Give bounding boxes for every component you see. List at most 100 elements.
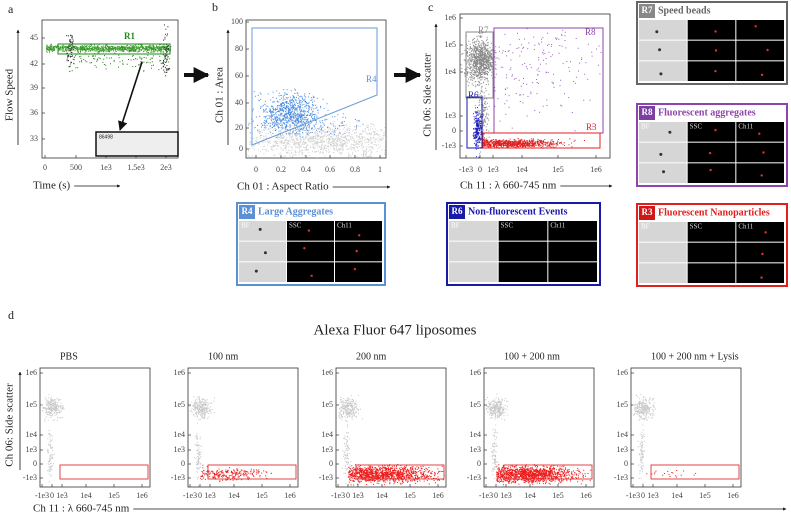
gate-r3 xyxy=(482,132,601,149)
particle xyxy=(714,49,718,52)
column-header: BF xyxy=(641,123,650,131)
fluor-image xyxy=(687,61,736,81)
x-tick-label: 1e5 xyxy=(404,491,416,500)
particle xyxy=(714,30,717,33)
x-tick-label: -1e3 xyxy=(183,491,197,500)
plot-frame xyxy=(335,367,447,488)
x-tick-label: 0 xyxy=(254,165,258,174)
x-tick-label: 1e6 xyxy=(432,491,444,500)
y-tick-label: 0 xyxy=(181,459,185,468)
fluor-image xyxy=(736,40,784,61)
dot-cloud xyxy=(646,470,697,478)
dot-cloud xyxy=(66,34,75,72)
gallery-title: Fluorescent aggregates xyxy=(658,107,756,118)
bf-image xyxy=(239,262,286,282)
y-tick-label: 1e3 xyxy=(469,445,481,454)
dot-cloud xyxy=(472,107,484,158)
fluor-image xyxy=(287,262,334,282)
particle xyxy=(307,229,311,232)
fluor-image xyxy=(736,263,784,283)
dot-cloud xyxy=(490,424,499,480)
sample-title: PBS xyxy=(60,351,78,362)
x-tick-label: 1e6 xyxy=(136,491,148,500)
x-axis-label: Ch 11 : λ 660-745 nm xyxy=(460,180,557,192)
gallery-gate: R8 xyxy=(642,107,653,117)
fluor-image xyxy=(687,122,736,142)
y-tick-label: 1e4 xyxy=(173,430,185,439)
dot-cloud xyxy=(341,420,352,484)
gate-chip xyxy=(639,206,655,220)
y-tick-label: 0 xyxy=(624,459,628,468)
bf-image xyxy=(639,122,687,142)
y-tick-label: 0 xyxy=(452,126,456,135)
dot-cloud xyxy=(348,464,445,486)
x-tick-label: 1e5 xyxy=(552,165,564,174)
fluor-image xyxy=(335,221,382,241)
y-tick-label: 0 xyxy=(239,144,243,153)
gallery-title: Non-fluorescent Events xyxy=(468,206,568,217)
x-tick-label: 0.8 xyxy=(350,165,360,174)
y-tick-label: 0 xyxy=(477,459,481,468)
gate-r3 xyxy=(650,464,740,480)
y-tick-label: 1e5 xyxy=(469,400,481,409)
x-tick-label: 1e4 xyxy=(516,165,528,174)
dot-cloud xyxy=(189,396,215,421)
y-tick-label: 1e4 xyxy=(469,430,481,439)
fluor-image xyxy=(736,142,784,163)
bf-image xyxy=(639,61,687,81)
x-tick-label: 1e4 xyxy=(376,491,388,500)
x-tick-label: 0 xyxy=(50,491,54,500)
plot-frame xyxy=(187,367,299,488)
x-tick-label: 0.4 xyxy=(301,165,311,174)
y-axis-label: Ch 01 : Area xyxy=(214,67,226,123)
particle xyxy=(714,69,717,73)
panel-label: a xyxy=(8,2,14,16)
dot-cloud xyxy=(46,43,171,55)
x-tick-label: -1e3 xyxy=(459,165,473,174)
plot-frame xyxy=(39,367,151,488)
bf-image xyxy=(449,241,498,262)
x-tick-label: 1e4 xyxy=(80,491,92,500)
bf-image xyxy=(639,142,687,163)
sample-title: 100 nm xyxy=(208,351,239,362)
gate-r7 xyxy=(465,31,494,99)
fluor-image xyxy=(687,142,736,163)
y-tick-label: 1e4 xyxy=(321,430,333,439)
fluor-image xyxy=(548,221,597,241)
fluor-image xyxy=(736,242,784,263)
y-tick-label: 1e5 xyxy=(444,40,456,49)
fluor-image xyxy=(736,222,784,242)
particle xyxy=(708,151,712,155)
particle xyxy=(764,231,767,234)
particle xyxy=(709,168,712,172)
column-header: BF xyxy=(241,222,250,230)
y-tick-label: -1e3 xyxy=(442,141,456,150)
gate-chip xyxy=(639,4,655,18)
dot-cloud xyxy=(483,137,585,149)
y-tick-label: 20 xyxy=(235,123,243,132)
fluor-image xyxy=(736,163,784,183)
bf-image xyxy=(639,20,687,40)
x-tick-label: 1e6 xyxy=(727,491,739,500)
x-tick-label: -1e3 xyxy=(479,491,493,500)
particle xyxy=(761,252,764,256)
gate-r4 xyxy=(251,27,378,146)
y-tick-label: -1e3 xyxy=(23,473,37,482)
fluor-image xyxy=(687,163,736,183)
column-header: Ch11 xyxy=(738,223,753,231)
x-tick-label: 1e5 xyxy=(256,491,268,500)
y-axis-label: Ch 06: Side scatter xyxy=(422,53,434,137)
x-tick-label: 1e3 xyxy=(204,491,216,500)
x-tick-label: 0 xyxy=(346,491,350,500)
bf-image xyxy=(639,242,687,263)
dot-cloud xyxy=(41,394,65,422)
gate-r3 xyxy=(59,464,149,480)
dot-cloud xyxy=(460,31,503,88)
gallery-title: Large Aggregates xyxy=(258,206,333,217)
fluor-image xyxy=(736,61,784,81)
fluor-image xyxy=(498,241,548,262)
x-tick-label: 1e3 xyxy=(647,491,659,500)
gate-r8 xyxy=(493,27,604,134)
particle xyxy=(714,128,717,132)
